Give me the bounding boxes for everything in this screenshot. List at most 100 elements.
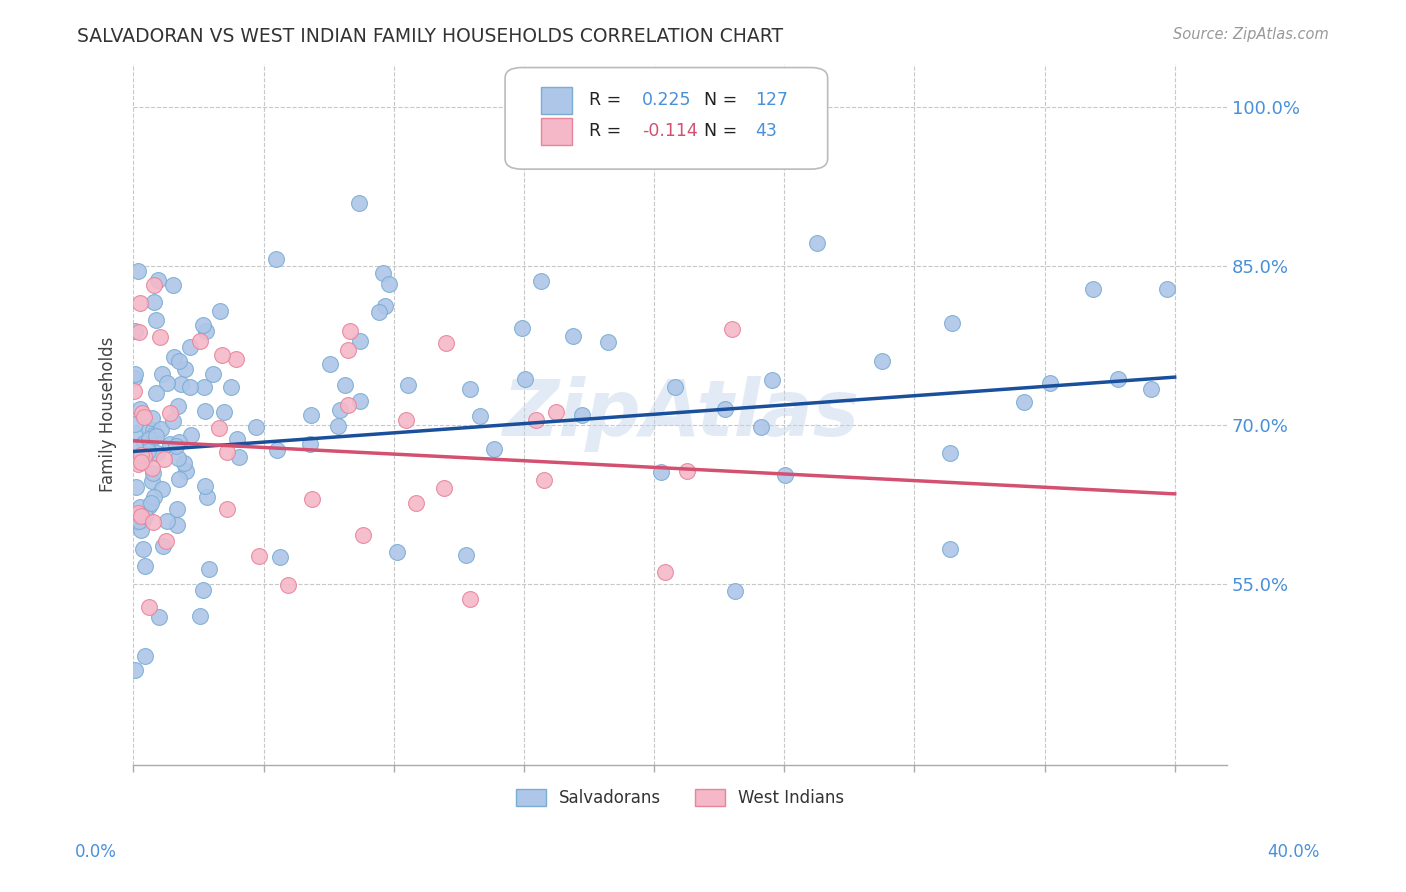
Point bbox=[122, 384, 145, 399]
Point bbox=[211, 348, 233, 362]
Point bbox=[138, 600, 160, 615]
FancyBboxPatch shape bbox=[505, 68, 828, 169]
Point bbox=[326, 419, 349, 434]
Point bbox=[134, 410, 156, 425]
Point bbox=[166, 450, 188, 465]
Point bbox=[179, 380, 201, 394]
Point bbox=[385, 545, 408, 559]
Point bbox=[513, 371, 536, 385]
Point bbox=[396, 378, 419, 392]
Point bbox=[347, 196, 370, 211]
Point bbox=[247, 549, 270, 564]
Point bbox=[150, 367, 173, 381]
Point bbox=[138, 432, 160, 446]
Point bbox=[132, 513, 155, 527]
Point bbox=[217, 502, 239, 516]
Point bbox=[433, 481, 456, 495]
Point bbox=[194, 479, 217, 493]
Point bbox=[129, 448, 152, 462]
Point bbox=[208, 303, 231, 318]
Point bbox=[129, 296, 152, 310]
Point bbox=[191, 583, 214, 598]
Text: N =: N = bbox=[693, 92, 742, 110]
Point bbox=[721, 322, 744, 336]
Point bbox=[335, 378, 357, 392]
Point bbox=[179, 340, 201, 354]
Point bbox=[124, 440, 146, 454]
Point bbox=[142, 423, 165, 437]
Point bbox=[163, 350, 186, 364]
Point bbox=[510, 321, 533, 335]
Point bbox=[434, 335, 457, 350]
Point bbox=[131, 406, 153, 420]
Point bbox=[245, 419, 267, 434]
Point bbox=[1107, 371, 1129, 385]
Point bbox=[193, 380, 215, 394]
Point bbox=[524, 413, 547, 427]
Text: 40.0%: 40.0% bbox=[1267, 843, 1320, 861]
Point bbox=[128, 325, 150, 339]
Point bbox=[149, 422, 172, 436]
Point bbox=[124, 324, 146, 338]
Point bbox=[195, 324, 218, 338]
Point bbox=[127, 458, 149, 472]
Point bbox=[872, 354, 894, 368]
Point bbox=[125, 516, 148, 530]
Point bbox=[131, 508, 153, 523]
Point bbox=[188, 334, 211, 348]
Point bbox=[124, 417, 146, 432]
Point bbox=[166, 502, 188, 516]
Point bbox=[169, 472, 191, 486]
Point bbox=[174, 464, 197, 478]
Text: R =: R = bbox=[589, 122, 633, 140]
Point bbox=[138, 422, 160, 436]
Point bbox=[773, 468, 796, 483]
Point bbox=[201, 368, 224, 382]
Point bbox=[152, 539, 174, 553]
Text: SALVADORAN VS WEST INDIAN FAMILY HOUSEHOLDS CORRELATION CHART: SALVADORAN VS WEST INDIAN FAMILY HOUSEHO… bbox=[77, 27, 783, 45]
Point bbox=[266, 442, 288, 457]
Point bbox=[269, 549, 291, 564]
Point bbox=[212, 405, 235, 419]
Point bbox=[373, 266, 395, 280]
Point bbox=[148, 273, 170, 287]
Point bbox=[349, 334, 371, 348]
Point bbox=[1081, 282, 1104, 296]
Point bbox=[664, 380, 686, 394]
Point bbox=[143, 294, 166, 309]
Point bbox=[336, 343, 359, 357]
Point bbox=[939, 446, 962, 460]
Point bbox=[377, 277, 399, 291]
Point bbox=[125, 480, 148, 494]
Point bbox=[145, 445, 167, 459]
Point bbox=[939, 542, 962, 557]
Point bbox=[139, 496, 162, 510]
Point bbox=[165, 439, 187, 453]
Point bbox=[533, 473, 555, 487]
Text: ZipAtlas: ZipAtlas bbox=[502, 376, 859, 452]
Point bbox=[336, 397, 359, 411]
Point bbox=[194, 404, 217, 418]
Point bbox=[374, 299, 396, 313]
Point bbox=[264, 252, 287, 267]
Point bbox=[150, 482, 173, 496]
Point bbox=[713, 401, 735, 416]
Text: 0.0%: 0.0% bbox=[75, 843, 117, 861]
Point bbox=[136, 444, 159, 458]
Point bbox=[562, 328, 585, 343]
Point bbox=[162, 414, 184, 428]
Point bbox=[155, 534, 177, 549]
Point bbox=[761, 373, 783, 387]
Text: N =: N = bbox=[693, 122, 742, 140]
Point bbox=[198, 562, 221, 576]
Text: Source: ZipAtlas.com: Source: ZipAtlas.com bbox=[1173, 27, 1329, 42]
Point bbox=[162, 278, 184, 293]
Point bbox=[122, 454, 145, 468]
Point bbox=[349, 393, 371, 408]
Point bbox=[129, 523, 152, 537]
Point bbox=[167, 399, 190, 413]
Point bbox=[329, 402, 352, 417]
Text: 0.225: 0.225 bbox=[641, 92, 692, 110]
Point bbox=[1012, 394, 1035, 409]
Point bbox=[208, 421, 231, 435]
